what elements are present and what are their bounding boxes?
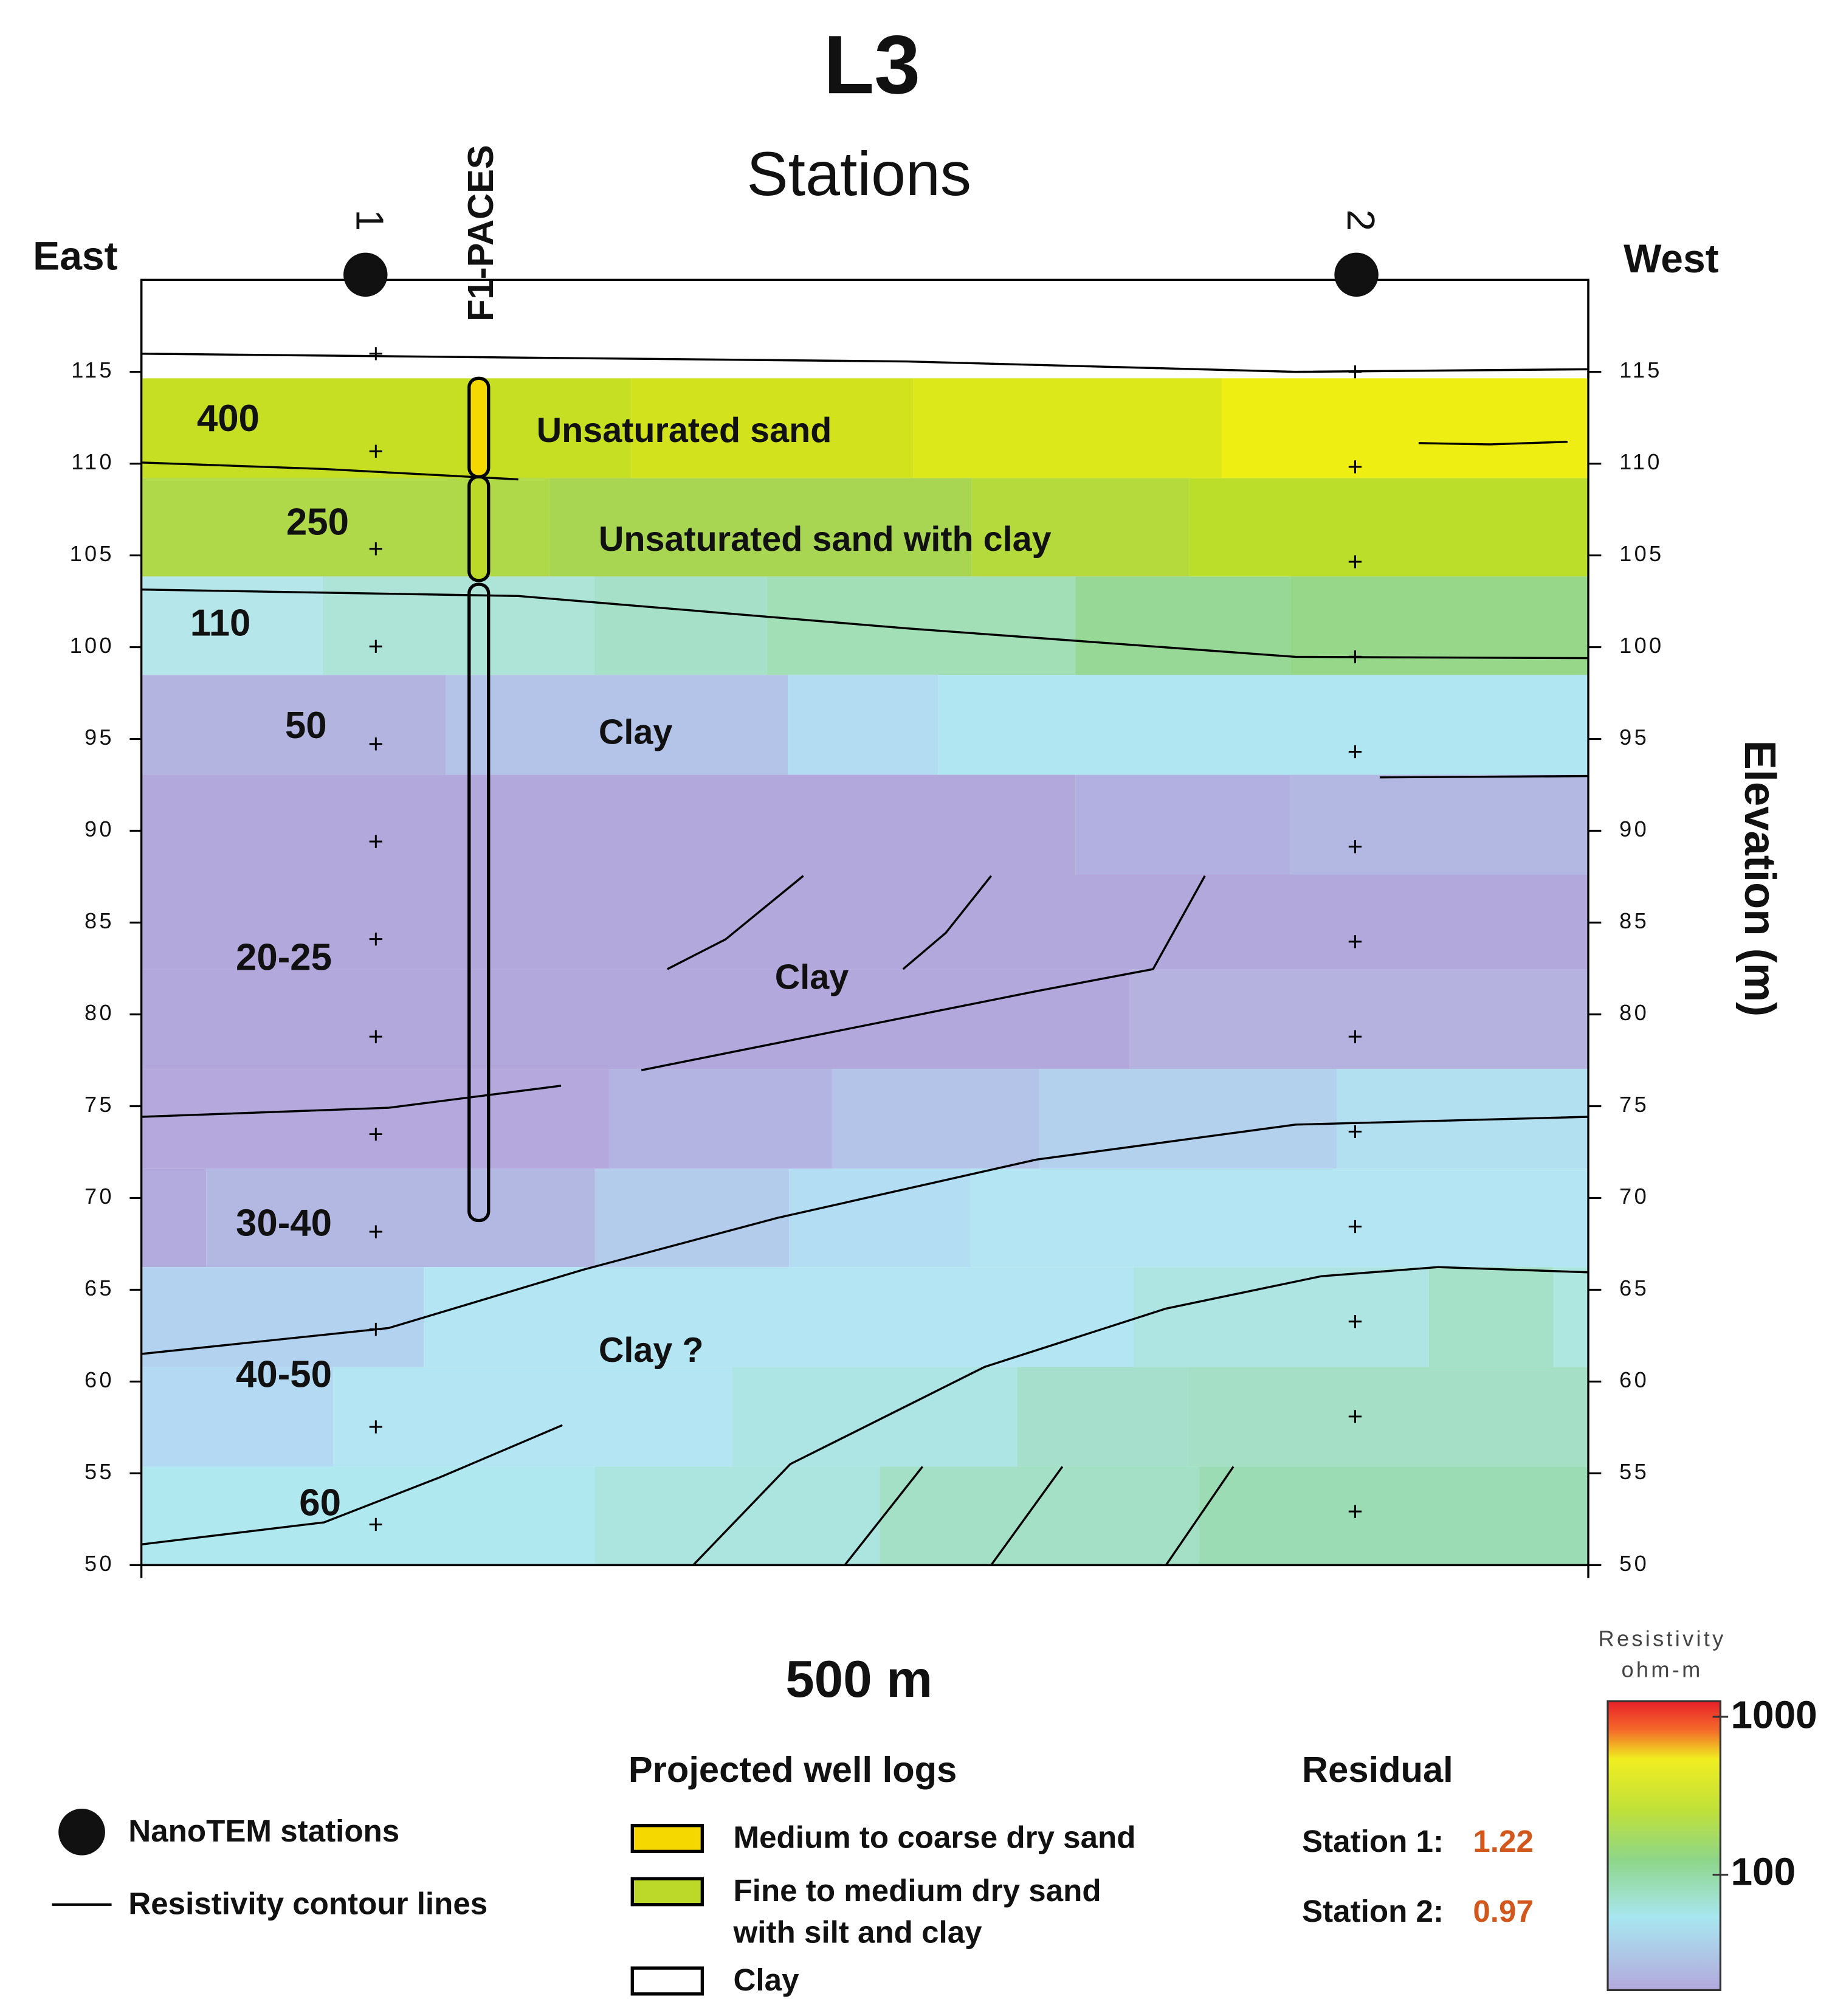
legend-station-marker [58, 1809, 105, 1855]
tick-label: 85 [1619, 908, 1649, 933]
residual-value: 0.97 [1473, 1894, 1534, 1928]
tick-label: 55 [1619, 1459, 1649, 1484]
colorbar-label: 100 [1730, 1850, 1796, 1894]
section-cells [141, 378, 1589, 1566]
layer-label: 400 [197, 398, 260, 440]
tick-label: 90 [1619, 816, 1649, 841]
layer-label: 60 [299, 1482, 341, 1524]
tick-label: 105 [70, 541, 114, 566]
tick-label: 85 [84, 908, 114, 933]
legend-label: with silt and clay [733, 1914, 983, 1949]
direction-left: East [33, 233, 118, 278]
tick-label: 100 [70, 633, 114, 658]
colorbar [1606, 1700, 1722, 1991]
layer-label: 50 [285, 705, 327, 747]
title: L3 [824, 18, 920, 111]
tick-label: 90 [84, 816, 114, 841]
tick-label: 95 [84, 725, 114, 750]
colorbar-unit: ohm-m [1622, 1657, 1703, 1682]
layer-label: 110 [190, 602, 251, 644]
residual-value: 1.22 [1473, 1824, 1534, 1859]
residual-label: Station 2: [1302, 1894, 1444, 1928]
tick-label: 105 [1619, 541, 1664, 566]
legend-label: Resistivity contour lines [128, 1886, 487, 1921]
residual-title: Residual [1302, 1749, 1453, 1790]
tick-label: 75 [84, 1092, 114, 1117]
colorbar-label: 1000 [1730, 1693, 1817, 1737]
tick-label: 50 [84, 1551, 114, 1576]
legend-swatch [630, 1966, 704, 1996]
subtitle: Stations [746, 139, 971, 209]
tick-label: 95 [1619, 725, 1649, 750]
tick-label: 80 [84, 1000, 114, 1025]
tick-label: 80 [1619, 1000, 1649, 1025]
legend-swatch [630, 1824, 704, 1854]
layer-label: 20-25 [236, 936, 332, 978]
annotation: Unsaturated sand [537, 411, 832, 450]
tick-label: 70 [84, 1184, 114, 1209]
station-marker [343, 252, 388, 297]
station-label: 2 [1339, 210, 1383, 232]
annotation: Clay ? [599, 1331, 704, 1370]
elevation-axis: 115 115 110 110 105 105 100 100 95 95 90 90 85 85 80 80… [70, 357, 1664, 1576]
tick-label: 60 [84, 1367, 114, 1392]
layer-labels: 400 250 110 50 20-25 30-40 40-50 60 [190, 398, 349, 1524]
annotation: Clay [599, 713, 673, 752]
tick-label: 115 [1619, 357, 1662, 382]
axis-label: Elevation (m) [1735, 740, 1785, 1017]
station-marker [1334, 252, 1379, 297]
direction-right: West [1624, 236, 1719, 281]
tick-label: 100 [1619, 633, 1664, 658]
tick-label: 60 [1619, 1367, 1649, 1392]
well-log-sand [467, 376, 491, 478]
annotation: Unsaturated sand with clay [599, 520, 1052, 559]
tick-label: 55 [84, 1459, 114, 1484]
tick-label: 110 [1619, 449, 1662, 474]
legend-label: NanoTEM stations [128, 1814, 399, 1848]
legend-swatch [630, 1877, 704, 1907]
legend-label: Clay [734, 1962, 800, 1997]
scale-label: 500 m [785, 1651, 932, 1708]
tick-label: 70 [1619, 1184, 1649, 1209]
well-label: F1-PACES [460, 145, 501, 322]
tick-label: 115 [71, 357, 114, 382]
tick-label: 50 [1619, 1551, 1649, 1576]
tick-label: 65 [1619, 1276, 1649, 1300]
colorbar-title: Resistivity [1599, 1626, 1726, 1651]
residual-label: Station 1: [1302, 1824, 1444, 1859]
legend-title: Projected well logs [628, 1749, 957, 1790]
legend-label: Medium to coarse dry sand [734, 1820, 1136, 1855]
tick-label: 65 [84, 1276, 114, 1300]
station-label: 1 [348, 210, 392, 232]
well-log-silty-sand [467, 475, 491, 582]
tick-label: 110 [71, 449, 114, 474]
layer-label: 250 [286, 501, 349, 543]
contour-lines [141, 353, 1589, 1566]
well-log-clay [467, 582, 491, 1223]
annotation: Clay [775, 958, 849, 996]
sounding-points [369, 347, 1362, 1531]
layer-label: 30-40 [236, 1202, 332, 1244]
tick-label: 75 [1619, 1092, 1649, 1117]
legend-label: Fine to medium dry sand [734, 1873, 1101, 1908]
layer-label: 40-50 [236, 1354, 332, 1396]
